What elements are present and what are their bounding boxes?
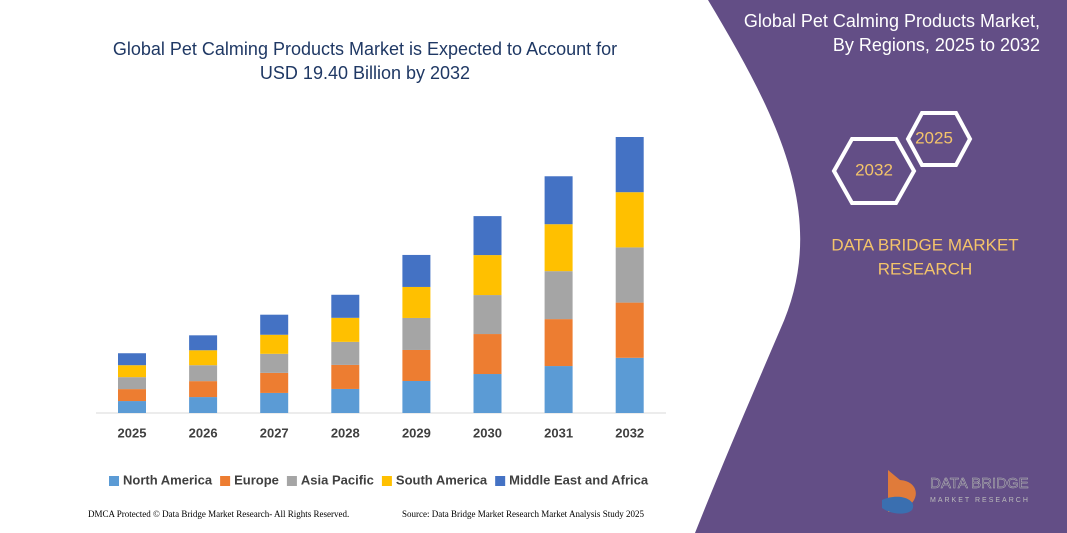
x-tick-label: 2032: [615, 425, 644, 440]
hexagon: [831, 137, 917, 205]
x-tick-label: 2026: [189, 425, 218, 440]
bar-segment: [544, 366, 573, 413]
legend-swatch: [109, 476, 119, 486]
chart-title: Global Pet Calming Products Market is Ex…: [113, 39, 617, 59]
hexagon: [905, 111, 973, 167]
bar-segment: [402, 349, 431, 381]
bar-segment: [189, 397, 218, 413]
bar-segment: [260, 372, 289, 393]
bar-segment: [118, 365, 146, 378]
bar-segment: [544, 271, 573, 320]
bar-segment: [260, 353, 289, 373]
panel-title: By Regions, 2025 to 2032: [833, 35, 1040, 55]
bar-segment: [331, 341, 360, 365]
bar-segment: [402, 286, 431, 318]
bar-segment: [189, 335, 218, 351]
legend-label: Asia Pacific: [301, 472, 374, 487]
brand-text: DATA BRIDGE MARKET: [831, 235, 1018, 254]
bar-segment: [615, 192, 644, 248]
bar-segment: [189, 350, 218, 366]
bar-segment: [544, 319, 573, 367]
legend-swatch: [220, 476, 231, 486]
bar-segment: [544, 176, 573, 225]
footer-text: Source: Data Bridge Market Research Mark…: [402, 509, 644, 519]
bar-segment: [331, 294, 360, 318]
bar-segment: [544, 224, 573, 272]
legend-swatch: [381, 476, 392, 486]
x-tick-label: 2029: [402, 425, 431, 440]
bar-segment: [615, 302, 644, 358]
brand-text: RESEARCH: [878, 259, 972, 278]
logo-icon: [882, 496, 914, 514]
bar-segment: [615, 247, 644, 303]
bar-segment: [331, 388, 360, 413]
bar-segment: [473, 216, 502, 256]
bar-segment: [473, 295, 502, 335]
bar-segment: [260, 392, 289, 413]
bar-segment: [402, 380, 431, 413]
bar-segment: [473, 374, 502, 413]
legend-label: Europe: [234, 472, 279, 487]
bar-segment: [615, 137, 644, 193]
footer-text: DMCA Protected © Data Bridge Market Rese…: [88, 509, 349, 519]
logo-text: MARKET RESEARCH: [930, 497, 1030, 504]
x-tick-label: 2027: [260, 425, 289, 440]
chart-title-cont: USD 19.40 Billion by 2032: [260, 63, 470, 83]
panel-title: Global Pet Calming Products Market,: [744, 11, 1040, 31]
bar-segment: [118, 353, 146, 366]
bar-segment: [118, 377, 146, 390]
bar-segment: [189, 381, 218, 398]
legend-label: North America: [123, 472, 213, 487]
x-tick-label: 2025: [118, 425, 147, 440]
bar-segment: [402, 254, 431, 287]
legend-swatch: [286, 476, 297, 486]
x-tick-label: 2030: [473, 425, 502, 440]
legend-swatch: [495, 476, 506, 486]
bar-segment: [473, 334, 502, 375]
logo-text: DATA BRIDGE: [930, 475, 1029, 492]
bar-segment: [331, 317, 360, 342]
legend-label: South America: [396, 472, 488, 487]
bar-segment: [118, 389, 146, 402]
x-tick-label: 2028: [331, 425, 360, 440]
bar-segment: [260, 334, 289, 354]
bar-segment: [118, 401, 146, 413]
legend-label: Middle East and Africa: [509, 472, 649, 487]
hexagon-label: 2025: [915, 128, 953, 147]
bar-segment: [402, 317, 431, 350]
side-panel: [695, 0, 1067, 533]
bar-segment: [260, 314, 289, 335]
bar-segment: [473, 255, 502, 296]
bar-segment: [331, 364, 360, 389]
x-tick-label: 2031: [544, 425, 573, 440]
bar-segment: [615, 357, 644, 413]
bar-segment: [189, 365, 218, 382]
hexagon-label: 2032: [855, 160, 893, 179]
